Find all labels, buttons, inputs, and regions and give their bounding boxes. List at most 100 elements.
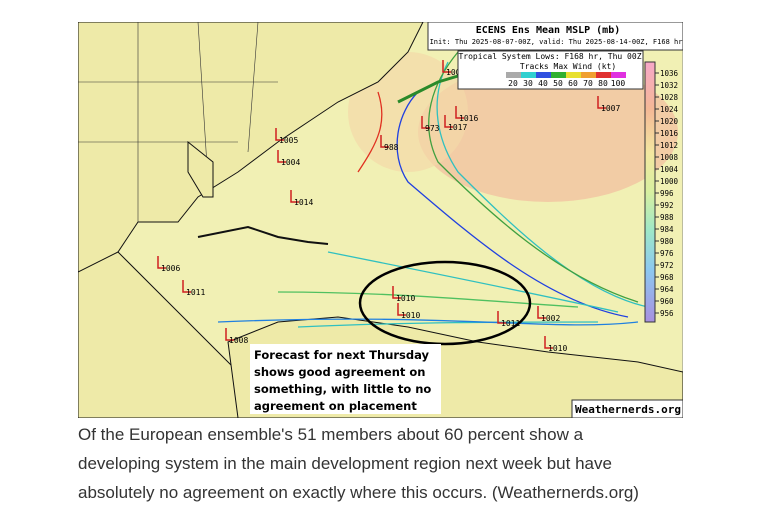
caption: Of the European ensemble's 51 members ab… bbox=[78, 420, 718, 507]
wind-value: 70 bbox=[583, 79, 593, 88]
colorbar-label: 1020 bbox=[660, 117, 679, 126]
title-box bbox=[427, 22, 683, 51]
wind-value: 100 bbox=[611, 79, 626, 88]
low-marker bbox=[157, 256, 166, 269]
caption-line: Of the European ensemble's 51 members ab… bbox=[78, 425, 584, 444]
wind-swatch bbox=[566, 72, 581, 78]
low-label: 1011 bbox=[186, 288, 205, 297]
colorbar bbox=[644, 61, 656, 323]
storm-tracks bbox=[217, 51, 649, 328]
wind-swatch bbox=[596, 72, 611, 78]
wind-value: 50 bbox=[553, 79, 563, 88]
low-marker bbox=[380, 135, 389, 148]
colorbar-label: 972 bbox=[660, 261, 674, 270]
low-marker bbox=[275, 128, 284, 141]
wind-value: 80 bbox=[598, 79, 608, 88]
low-label: 1008 bbox=[229, 336, 248, 345]
lows-title: Tropical System Lows: F168 hr, Thu 00Z bbox=[458, 52, 641, 61]
credit: Weathernerds.org bbox=[575, 403, 681, 416]
colorbar-label: 1024 bbox=[660, 105, 679, 114]
colorbar-label: 996 bbox=[660, 189, 674, 198]
colorbar-label: 992 bbox=[660, 201, 674, 210]
low-label: 973 bbox=[425, 124, 440, 133]
annotation: Forecast for next Thursday shows good agr… bbox=[254, 348, 431, 413]
wind-legend-title: Tracks Max Wind (kt) bbox=[520, 62, 616, 71]
colorbar-labels: 1036 1032 1028 1024 1020 1016 1012 1008 1004 1000… bbox=[655, 69, 679, 318]
borders bbox=[78, 22, 278, 222]
wind-swatch bbox=[521, 72, 536, 78]
highlight-ellipse bbox=[358, 260, 532, 346]
low-marker bbox=[277, 150, 286, 163]
low-marker bbox=[421, 116, 430, 129]
colorbar-label: 1000 bbox=[660, 177, 679, 186]
low-label: 1010 bbox=[401, 311, 420, 320]
colorbar-label: 1036 bbox=[660, 69, 679, 78]
low-label: 1004 bbox=[281, 158, 300, 167]
low-marker bbox=[444, 115, 453, 128]
map-title: ECENS Ens Mean MSLP (mb) bbox=[476, 25, 621, 36]
wind-swatch bbox=[506, 72, 521, 78]
legend-box bbox=[457, 50, 644, 90]
colorbar-label: 964 bbox=[660, 285, 674, 294]
colorbar-label: 984 bbox=[660, 225, 674, 234]
annotation-line: Forecast for next Thursday bbox=[254, 348, 430, 362]
colorbar-label: 976 bbox=[660, 249, 674, 258]
colorbar-label: 1004 bbox=[660, 165, 679, 174]
credit-box bbox=[571, 399, 683, 418]
low-label: 988 bbox=[384, 143, 399, 152]
low-marker bbox=[455, 106, 464, 119]
low-label: 1011 bbox=[501, 319, 520, 328]
low-marker bbox=[544, 336, 553, 349]
low-marker bbox=[397, 303, 406, 316]
colorbar-label: 1008 bbox=[660, 153, 679, 162]
low-marker bbox=[497, 311, 506, 324]
low-marker bbox=[182, 280, 191, 293]
wind-value: 30 bbox=[523, 79, 533, 88]
wind-swatch bbox=[536, 72, 551, 78]
low-label: 1007 bbox=[601, 104, 620, 113]
wind-value: 60 bbox=[568, 79, 578, 88]
colorbar-label: 968 bbox=[660, 273, 674, 282]
weather-map: 1005100410149881009101610179731007100610… bbox=[78, 22, 683, 418]
wind-swatch bbox=[611, 72, 626, 78]
florida bbox=[187, 140, 214, 198]
colorbar-label: 1016 bbox=[660, 129, 679, 138]
annotation-line: shows good agreement on bbox=[254, 365, 426, 379]
low-marker bbox=[442, 60, 451, 73]
colorbar-label: 956 bbox=[660, 309, 674, 318]
low-label: 1010 bbox=[396, 294, 415, 303]
colorbar-label: 960 bbox=[660, 297, 674, 306]
wind-value: 40 bbox=[538, 79, 548, 88]
colorbar-label: 1028 bbox=[660, 93, 679, 102]
low-label: 1017 bbox=[448, 123, 467, 132]
caption-line: developing system in the main developmen… bbox=[78, 454, 612, 473]
low-label: 1014 bbox=[294, 198, 313, 207]
low-label: 1010 bbox=[548, 344, 567, 353]
low-label: 1002 bbox=[541, 314, 560, 323]
low-label: 1005 bbox=[279, 136, 298, 145]
low-label: 1009 bbox=[446, 68, 465, 77]
colorbar-label: 1012 bbox=[660, 141, 678, 150]
high-pressure-area bbox=[418, 62, 678, 202]
annotation-box bbox=[250, 344, 441, 414]
colorbar-label: 980 bbox=[660, 237, 674, 246]
low-marker bbox=[597, 96, 606, 109]
colorbar-label: 988 bbox=[660, 213, 674, 222]
annotation-line: agreement on placement bbox=[254, 399, 417, 413]
low-marker bbox=[392, 286, 401, 299]
wind-swatch bbox=[581, 72, 596, 78]
low-marker bbox=[537, 306, 546, 319]
wind-value: 20 bbox=[508, 79, 518, 88]
low-marker bbox=[225, 328, 234, 341]
caption-line: absolutely no agreement on exactly where… bbox=[78, 483, 639, 502]
annotation-line: something, with little to no bbox=[254, 382, 431, 396]
colorbar-label: 1032 bbox=[660, 81, 678, 90]
low-label: 1006 bbox=[161, 264, 180, 273]
wind-swatch bbox=[551, 72, 566, 78]
caribbean-islands bbox=[197, 225, 329, 245]
wind-legend: 20 30 40 50 60 70 80 100 bbox=[506, 72, 626, 88]
map-init: Init: Thu 2025-08-07-00Z, valid: Thu 202… bbox=[430, 38, 683, 46]
low-label: 1016 bbox=[459, 114, 478, 123]
